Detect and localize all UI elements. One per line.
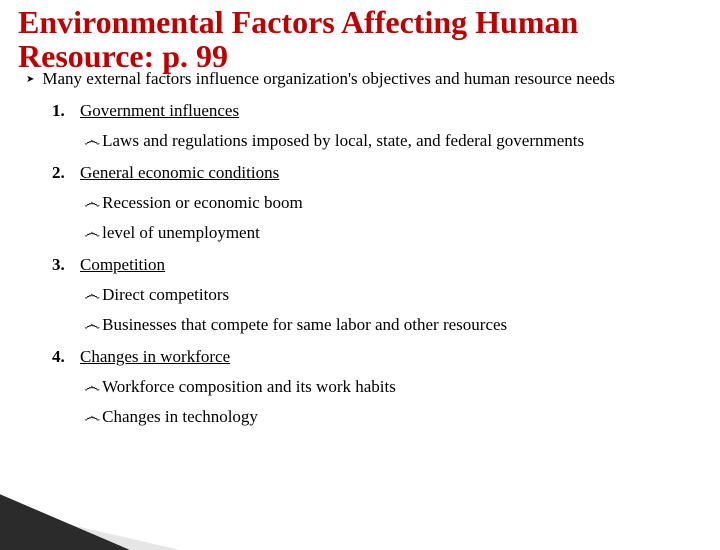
swirl-icon: ෴ [84, 223, 100, 243]
bullet-text: Laws and regulations imposed by local, s… [102, 131, 584, 151]
section-number: 1. [52, 101, 80, 121]
section-label: Competition [80, 255, 165, 275]
swirl-icon: ෴ [84, 315, 100, 335]
list-item: ෴ Changes in technology [84, 407, 720, 427]
list-item: ෴ level of unemployment [84, 223, 720, 243]
swirl-icon: ෴ [84, 131, 100, 151]
bullet-list: ෴ Direct competitors ෴ Businesses that c… [52, 285, 720, 335]
bullet-text: Workforce composition and its work habit… [102, 377, 396, 397]
section-list: 1. Government influences ෴ Laws and regu… [0, 101, 720, 427]
list-item: ෴ Workforce composition and its work hab… [84, 377, 720, 397]
bullet-text: Changes in technology [102, 407, 258, 427]
bullet-list: ෴ Laws and regulations imposed by local,… [52, 131, 720, 151]
section-number: 4. [52, 347, 80, 367]
bullet-text: Businesses that compete for same labor a… [102, 315, 507, 335]
chevron-icon: ➤ [26, 74, 34, 85]
swirl-icon: ෴ [84, 285, 100, 305]
bullet-list: ෴ Recession or economic boom ෴ level of … [52, 193, 720, 243]
section-label: Government influences [80, 101, 239, 121]
bullet-text: Recession or economic boom [102, 193, 303, 213]
slide-title: Environmental Factors Affecting Human Re… [0, 0, 720, 73]
bullet-text: level of unemployment [102, 223, 260, 243]
section-number: 3. [52, 255, 80, 275]
section-label: Changes in workforce [80, 347, 230, 367]
swirl-icon: ෴ [84, 193, 100, 213]
list-item: ෴ Direct competitors [84, 285, 720, 305]
section-heading: 4. Changes in workforce [52, 347, 720, 367]
section: 3. Competition ෴ Direct competitors ෴ Bu… [52, 255, 720, 335]
section-heading: 3. Competition [52, 255, 720, 275]
intro-text: Many external factors influence organiza… [42, 69, 615, 89]
section-heading: 1. Government influences [52, 101, 720, 121]
bullet-text: Direct competitors [102, 285, 229, 305]
section-heading: 2. General economic conditions [52, 163, 720, 183]
section: 2. General economic conditions ෴ Recessi… [52, 163, 720, 243]
intro-row: ➤ Many external factors influence organi… [0, 69, 720, 89]
section: 1. Government influences ෴ Laws and regu… [52, 101, 720, 151]
list-item: ෴ Laws and regulations imposed by local,… [84, 131, 720, 151]
section-number: 2. [52, 163, 80, 183]
bullet-list: ෴ Workforce composition and its work hab… [52, 377, 720, 427]
section: 4. Changes in workforce ෴ Workforce comp… [52, 347, 720, 427]
list-item: ෴ Businesses that compete for same labor… [84, 315, 720, 335]
list-item: ෴ Recession or economic boom [84, 193, 720, 213]
section-label: General economic conditions [80, 163, 279, 183]
swirl-icon: ෴ [84, 407, 100, 427]
swirl-icon: ෴ [84, 377, 100, 397]
corner-decoration-icon [0, 460, 180, 550]
